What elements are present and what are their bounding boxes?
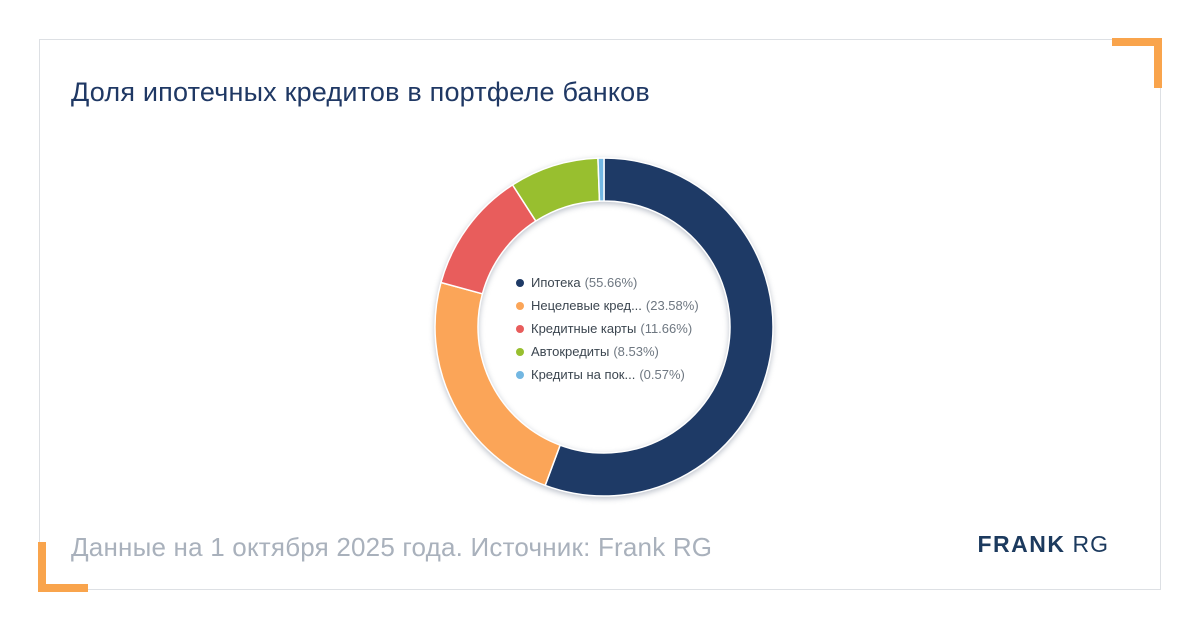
legend-label: Ипотека (531, 275, 581, 290)
logo-rg: RG (1072, 531, 1109, 557)
legend-label: Кредиты на пок... (531, 367, 636, 382)
legend-dot (516, 370, 524, 379)
legend-value: (23.58%) (645, 298, 699, 313)
legend-dot (516, 347, 524, 356)
legend-item[interactable]: Автокредиты (8.53%) (516, 340, 699, 363)
chart-card: Доля ипотечных кредитов в портфеле банко… (39, 39, 1161, 590)
legend-item[interactable]: Кредиты на пок... (0.57%) (516, 363, 699, 386)
legend-value: (55.66%) (584, 275, 638, 290)
legend-dot (516, 278, 524, 287)
legend-item[interactable]: Нецелевые кред... (23.58%) (516, 294, 699, 317)
corner-bracket-bottom-left (38, 542, 88, 592)
legend-label: Автокредиты (531, 344, 610, 359)
legend-item[interactable]: Ипотека (55.66%) (516, 271, 699, 294)
donut-svg (434, 157, 774, 497)
chart-title: Доля ипотечных кредитов в портфеле банко… (71, 77, 650, 107)
source-note: Данные на 1 октября 2025 года. Источник:… (71, 532, 713, 562)
corner-bracket-top-right (1112, 38, 1162, 88)
legend-label: Кредитные карты (531, 321, 637, 336)
pie-slice[interactable] (597, 157, 605, 202)
legend-dot (516, 324, 524, 333)
legend-value: (8.53%) (613, 344, 659, 359)
legend-value: (0.57%) (639, 367, 685, 382)
donut-chart: Ипотека (55.66%) Нецелевые кред... (23.58%)… (433, 156, 775, 498)
legend-item[interactable]: Кредитные карты (11.66%) (516, 317, 699, 340)
pie-slice[interactable] (544, 157, 774, 497)
frank-rg-logo: FRANK RG (978, 531, 1110, 558)
legend-value: (11.66%) (640, 321, 693, 336)
logo-frank: FRANK (977, 531, 1066, 557)
chart-legend: Ипотека (55.66%) Нецелевые кред... (23.58%)… (516, 271, 699, 386)
legend-label: Нецелевые кред... (531, 298, 642, 313)
legend-dot (516, 301, 524, 310)
